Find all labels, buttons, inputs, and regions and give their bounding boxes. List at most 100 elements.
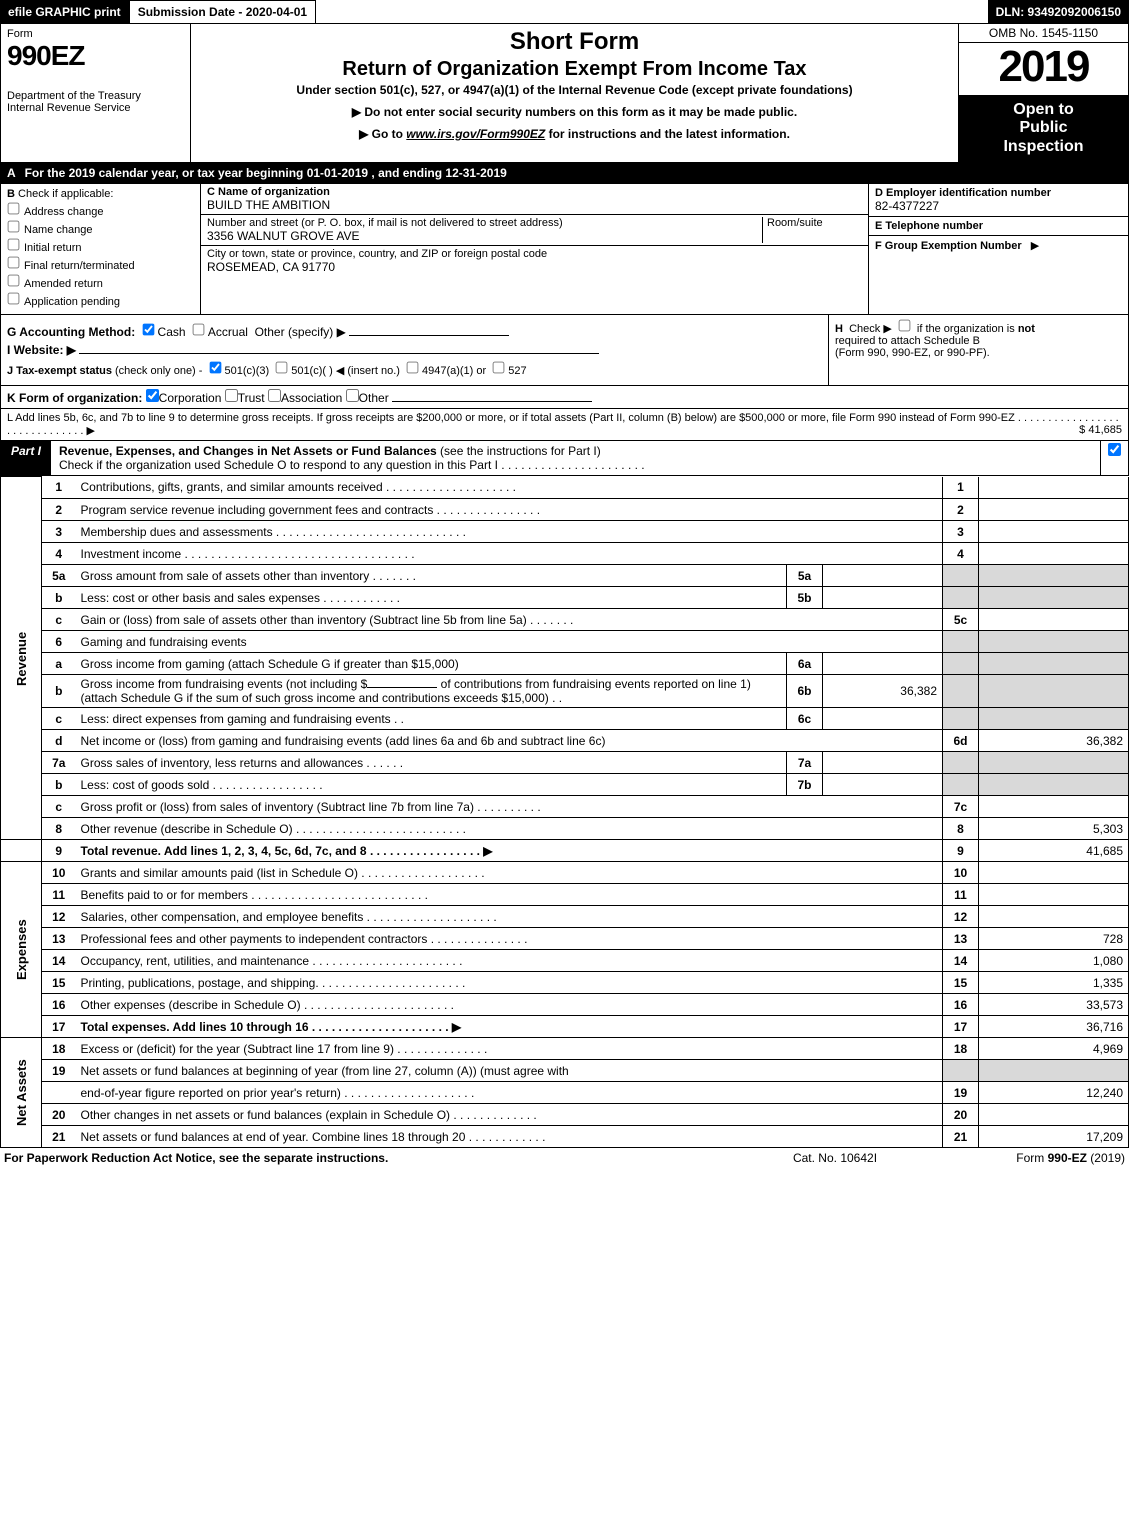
amt-7b — [823, 774, 943, 796]
amt-1 — [979, 477, 1129, 499]
form-number: 990EZ — [7, 40, 184, 72]
line-h-schedule-b: H Check ▶ if the organization is not req… — [828, 315, 1128, 385]
line-21: 21Net assets or fund balances at end of … — [1, 1126, 1129, 1148]
chk-association[interactable] — [268, 389, 281, 402]
chk-final-return[interactable] — [8, 257, 20, 269]
dept-label: Department of the Treasury — [7, 90, 184, 102]
amt-2 — [979, 499, 1129, 521]
revenue-label: Revenue — [1, 477, 42, 840]
line-7c: cGross profit or (loss) from sales of in… — [1, 796, 1129, 818]
line-6: 6Gaming and fundraising events — [1, 631, 1129, 653]
line-5b: bLess: cost or other basis and sales exp… — [1, 587, 1129, 609]
chk-4947[interactable] — [407, 362, 419, 374]
tax-year: 2019 — [959, 43, 1128, 95]
line-g-accounting: G Accounting Method: Cash Accrual Other … — [7, 323, 822, 339]
irs-label: Internal Revenue Service — [7, 102, 184, 114]
chk-501c[interactable] — [276, 362, 288, 374]
chk-corporation[interactable] — [146, 389, 159, 402]
open-to-public-badge: Open to Public Inspection — [959, 95, 1128, 162]
expenses-label: Expenses — [1, 862, 42, 1038]
subtitle: Under section 501(c), 527, or 4947(a)(1)… — [199, 83, 950, 97]
chk-address-change[interactable] — [8, 203, 20, 215]
line-5a: 5aGross amount from sale of assets other… — [1, 565, 1129, 587]
col-d-e-f: D Employer identification number 82-4377… — [868, 184, 1128, 314]
line-9: 9Total revenue. Add lines 1, 2, 3, 4, 5c… — [1, 840, 1129, 862]
form-word: Form — [7, 28, 184, 40]
amt-6c — [823, 708, 943, 730]
org-name: BUILD THE AMBITION — [207, 198, 330, 212]
line-14: 14Occupancy, rent, utilities, and mainte… — [1, 950, 1129, 972]
amt-12 — [979, 906, 1129, 928]
warn-goto-pre: Go to — [372, 127, 407, 141]
chk-amended-return[interactable] — [8, 275, 20, 287]
warn-ssn: Do not enter social security numbers on … — [364, 105, 797, 119]
chk-other-org[interactable] — [346, 389, 359, 402]
irs-link[interactable]: www.irs.gov/Form990EZ — [406, 127, 545, 141]
amt-4 — [979, 543, 1129, 565]
chk-527[interactable] — [493, 362, 505, 374]
amt-19: 12,240 — [979, 1082, 1129, 1104]
entity-block: B Check if applicable: Address change Na… — [0, 184, 1129, 315]
line-5c: cGain or (loss) from sale of assets othe… — [1, 609, 1129, 631]
chk-initial-return[interactable] — [8, 239, 20, 251]
chk-h-not-required[interactable] — [898, 320, 910, 332]
dln-label: DLN: 93492092006150 — [988, 0, 1129, 23]
line-j-tax-exempt: J Tax-exempt status (check only one) - 5… — [7, 361, 822, 377]
amt-7a — [823, 752, 943, 774]
line-11: 11Benefits paid to or for members . . . … — [1, 884, 1129, 906]
line-i-website: I Website: ▶ — [7, 343, 822, 357]
title-short-form: Short Form — [199, 28, 950, 56]
amt-6a — [823, 653, 943, 675]
efile-print-label[interactable]: efile GRAPHIC print — [0, 0, 129, 23]
paperwork-notice: For Paperwork Reduction Act Notice, see … — [4, 1151, 745, 1165]
line-6b: bGross income from fundraising events (n… — [1, 675, 1129, 708]
ein: 82-4377227 — [875, 199, 1122, 213]
line-7a: 7aGross sales of inventory, less returns… — [1, 752, 1129, 774]
amt-21: 17,209 — [979, 1126, 1129, 1148]
amt-8: 5,303 — [979, 818, 1129, 840]
amt-6d: 36,382 — [979, 730, 1129, 752]
amt-20 — [979, 1104, 1129, 1126]
amt-18: 4,969 — [979, 1038, 1129, 1060]
title-return: Return of Organization Exempt From Incom… — [199, 58, 950, 81]
org-street: 3356 WALNUT GROVE AVE — [207, 229, 360, 243]
line-20: 20Other changes in net assets or fund ba… — [1, 1104, 1129, 1126]
chk-trust[interactable] — [225, 389, 238, 402]
amt-13: 728 — [979, 928, 1129, 950]
amt-10 — [979, 862, 1129, 884]
chk-accrual[interactable] — [193, 324, 205, 336]
chk-application-pending[interactable] — [8, 293, 20, 305]
line-7b: bLess: cost of goods sold . . . . . . . … — [1, 774, 1129, 796]
amt-7c — [979, 796, 1129, 818]
amt-15: 1,335 — [979, 972, 1129, 994]
amt-5b — [823, 587, 943, 609]
line-15: 15Printing, publications, postage, and s… — [1, 972, 1129, 994]
chk-cash[interactable] — [142, 324, 154, 336]
chk-501c3[interactable] — [209, 362, 221, 374]
warn-goto-post: for instructions and the latest informat… — [549, 127, 790, 141]
part-i-header: Part I Revenue, Expenses, and Changes in… — [0, 441, 1129, 476]
line-1: Revenue 1 Contributions, gifts, grants, … — [1, 477, 1129, 499]
submission-date: Submission Date - 2020-04-01 — [129, 0, 316, 23]
omb-number: OMB No. 1545-1150 — [959, 24, 1128, 43]
line-l-gross-receipts: L Add lines 5b, 6c, and 7b to line 9 to … — [0, 409, 1129, 441]
line-19a: 19Net assets or fund balances at beginni… — [1, 1060, 1129, 1082]
line-16: 16Other expenses (describe in Schedule O… — [1, 994, 1129, 1016]
line-18: Net Assets 18Excess or (deficit) for the… — [1, 1038, 1129, 1060]
g-h-i-j-block: G Accounting Method: Cash Accrual Other … — [0, 315, 1129, 386]
line-17: 17Total expenses. Add lines 10 through 1… — [1, 1016, 1129, 1038]
amt-16: 33,573 — [979, 994, 1129, 1016]
top-bar: efile GRAPHIC print Submission Date - 20… — [0, 0, 1129, 24]
chk-part-i-schedule-o[interactable] — [1108, 443, 1121, 456]
amt-6b: 36,382 — [823, 675, 943, 708]
col-c-name-address: C Name of organization BUILD THE AMBITIO… — [201, 184, 868, 314]
line-10: Expenses 10Grants and similar amounts pa… — [1, 862, 1129, 884]
chk-name-change[interactable] — [8, 221, 20, 233]
form-ref: Form 990-EZ (2019) — [925, 1151, 1125, 1165]
line-19b: end-of-year figure reported on prior yea… — [1, 1082, 1129, 1104]
col-b-checkboxes: B Check if applicable: Address change Na… — [1, 184, 201, 314]
org-city: ROSEMEAD, CA 91770 — [207, 260, 335, 274]
line-4: 4Investment income . . . . . . . . . . .… — [1, 543, 1129, 565]
net-assets-label: Net Assets — [1, 1038, 42, 1148]
line-6d: dNet income or (loss) from gaming and fu… — [1, 730, 1129, 752]
